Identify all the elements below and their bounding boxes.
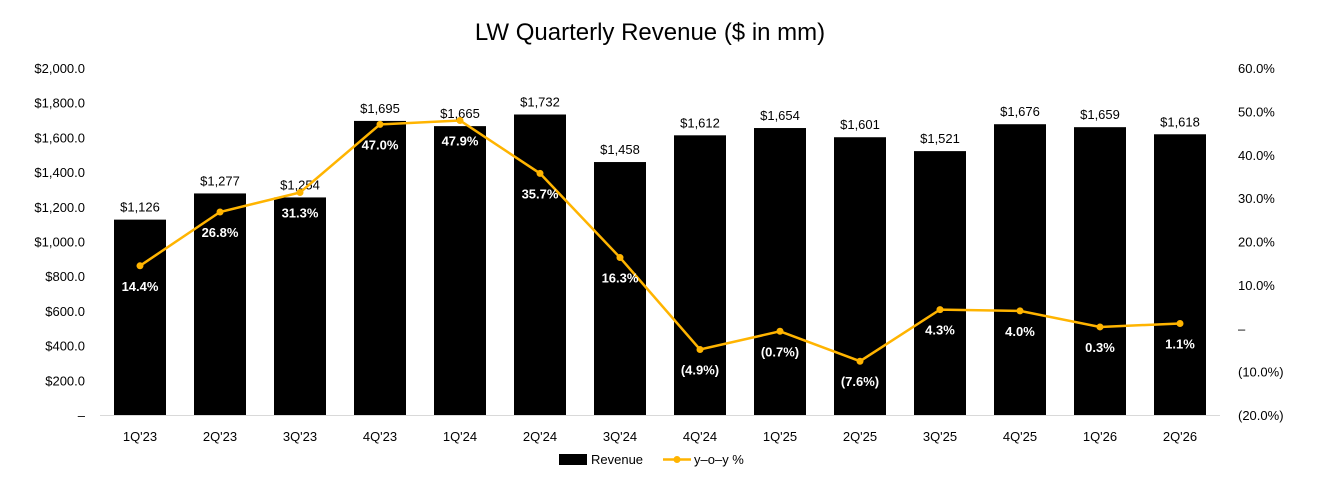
- revenue-data-label: $1,659: [1080, 107, 1120, 122]
- yoy-point: [616, 254, 624, 262]
- y-tick-label: –: [78, 408, 86, 423]
- yoy-point: [376, 120, 384, 128]
- yoy-point: [1176, 319, 1184, 327]
- revenue-bar: [434, 126, 486, 415]
- yoy-data-label: 4.0%: [1005, 324, 1035, 339]
- y-tick-label: $1,600.0: [34, 130, 85, 145]
- yoy-data-label: 4.3%: [925, 323, 955, 338]
- yoy-point: [1016, 307, 1024, 315]
- yoy-data-label: 0.3%: [1085, 340, 1115, 355]
- y2-tick-label: 60.0%: [1238, 61, 1275, 76]
- y2-tick-label: 20.0%: [1238, 235, 1275, 250]
- yoy-data-label: 47.9%: [442, 133, 479, 148]
- y-tick-label: $200.0: [45, 373, 85, 388]
- x-tick-label: 2Q'26: [1163, 429, 1197, 444]
- revenue-bar: [1154, 134, 1206, 416]
- yoy-point: [1096, 323, 1104, 331]
- yoy-point: [216, 208, 224, 216]
- revenue-data-label: $1,601: [840, 117, 880, 132]
- yoy-point: [296, 188, 304, 196]
- revenue-data-label: $1,277: [200, 173, 240, 188]
- revenue-bar: [914, 151, 966, 415]
- legend-label-yoy: y–o–y %: [694, 452, 744, 467]
- y2-tick-label: (20.0%): [1238, 408, 1284, 423]
- revenue-bar: [274, 197, 326, 415]
- x-tick-label: 1Q'23: [123, 429, 157, 444]
- yoy-point: [936, 306, 944, 314]
- x-tick-label: 3Q'23: [283, 429, 317, 444]
- revenue-data-label: $1,618: [1160, 114, 1200, 129]
- yoy-data-label: 31.3%: [282, 205, 319, 220]
- revenue-data-label: $1,612: [680, 115, 720, 130]
- revenue-bar: [594, 162, 646, 415]
- yoy-point: [456, 116, 464, 124]
- yoy-data-label: (4.9%): [681, 363, 719, 378]
- revenue-bar: [834, 137, 886, 415]
- yoy-point: [696, 346, 704, 354]
- revenue-bar: [754, 128, 806, 415]
- yoy-point: [136, 262, 144, 270]
- legend-label-revenue: Revenue: [591, 452, 643, 467]
- revenue-data-label: $1,126: [120, 200, 160, 215]
- y-tick-label: $1,200.0: [34, 200, 85, 215]
- y-tick-label: $400.0: [45, 339, 85, 354]
- yoy-data-label: (7.6%): [841, 374, 879, 389]
- x-tick-label: 4Q'25: [1003, 429, 1037, 444]
- revenue-bar: [1074, 127, 1126, 415]
- x-tick-label: 1Q'24: [443, 429, 477, 444]
- y2-tick-label: (10.0%): [1238, 365, 1284, 380]
- revenue-bar: [114, 219, 166, 415]
- revenue-data-label: $1,654: [760, 108, 800, 123]
- yoy-line: [139, 119, 1181, 363]
- revenue-bar: [194, 193, 246, 415]
- revenue-data-label: $1,676: [1000, 104, 1040, 119]
- yoy-point: [776, 327, 784, 335]
- yoy-data-label: 1.1%: [1165, 336, 1195, 351]
- y-tick-label: $1,000.0: [34, 235, 85, 250]
- legend-swatch-revenue: [559, 454, 587, 465]
- legend-marker-yoy: [673, 456, 681, 463]
- y2-tick-label: 40.0%: [1238, 148, 1275, 163]
- yoy-point: [536, 169, 544, 177]
- revenue-bar: [514, 114, 566, 416]
- x-tick-label: 3Q'24: [603, 429, 637, 444]
- y2-tick-label: 10.0%: [1238, 278, 1275, 293]
- x-tick-label: 2Q'25: [843, 429, 877, 444]
- y-tick-label: $800.0: [45, 269, 85, 284]
- y-tick-label: $2,000.0: [34, 61, 85, 76]
- x-tick-label: 1Q'25: [763, 429, 797, 444]
- yoy-data-label: 26.8%: [202, 225, 239, 240]
- revenue-data-label: $1,695: [360, 101, 400, 116]
- chart-title: LW Quarterly Revenue ($ in mm): [475, 19, 825, 46]
- revenue-bar: [354, 120, 406, 415]
- y-tick-label: $1,400.0: [34, 165, 85, 180]
- yoy-point: [856, 357, 864, 365]
- revenue-data-label: $1,254: [280, 177, 320, 192]
- yoy-data-label: 47.0%: [362, 137, 399, 152]
- revenue-data-label: $1,665: [440, 106, 480, 121]
- yoy-data-label: (0.7%): [761, 344, 799, 359]
- y2-tick-label: –: [1238, 321, 1246, 336]
- y2-tick-label: 50.0%: [1238, 104, 1275, 119]
- yoy-data-label: 16.3%: [602, 271, 639, 286]
- x-tick-label: 3Q'25: [923, 429, 957, 444]
- yoy-data-label: 35.7%: [522, 186, 559, 201]
- x-tick-label: 4Q'23: [363, 429, 397, 444]
- x-tick-label: 2Q'24: [523, 429, 557, 444]
- x-tick-label: 2Q'23: [203, 429, 237, 444]
- revenue-bar: [994, 124, 1046, 416]
- y-tick-label: $600.0: [45, 304, 85, 319]
- revenue-data-label: $1,458: [600, 142, 640, 157]
- revenue-bar: [674, 135, 726, 415]
- revenue-data-label: $1,521: [920, 131, 960, 146]
- legend: Revenue y–o–y %: [559, 452, 744, 467]
- yoy-data-label: 14.4%: [122, 279, 159, 294]
- y-tick-label: $1,800.0: [34, 96, 85, 111]
- revenue-data-label: $1,732: [520, 94, 560, 109]
- x-tick-label: 1Q'26: [1083, 429, 1117, 444]
- y2-tick-label: 30.0%: [1238, 191, 1275, 206]
- x-tick-label: 4Q'24: [683, 429, 717, 444]
